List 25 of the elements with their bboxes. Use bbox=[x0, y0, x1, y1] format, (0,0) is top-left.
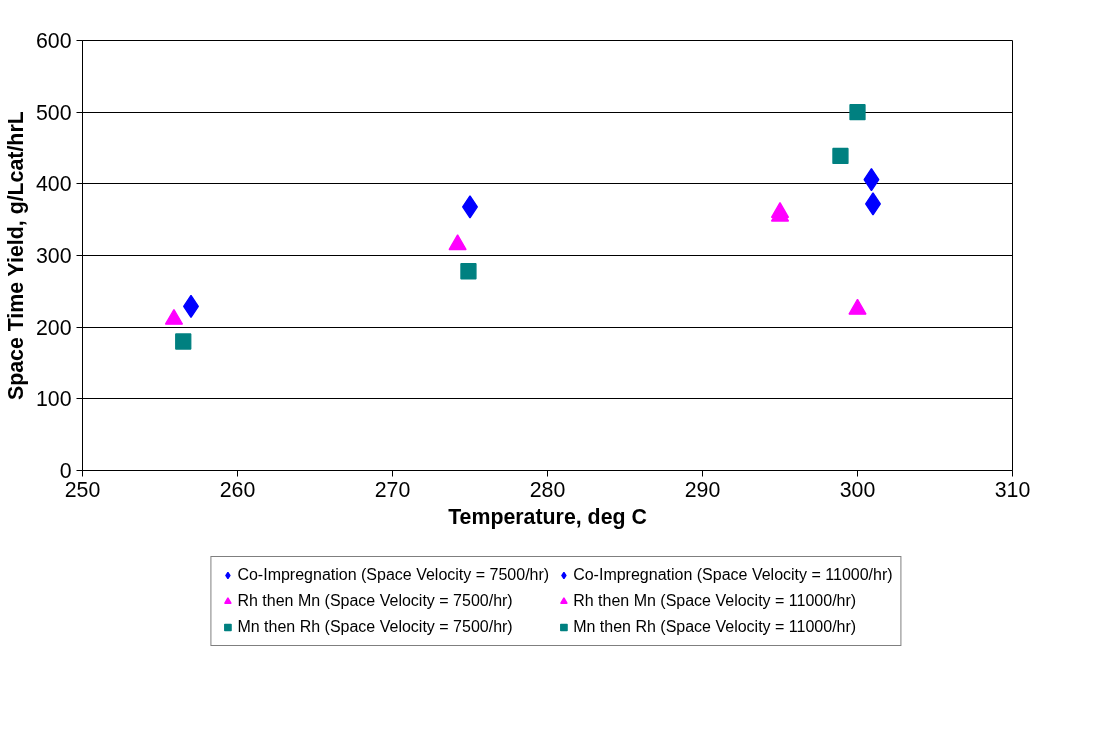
x-tick-label: 270 bbox=[374, 477, 411, 502]
point bbox=[460, 263, 477, 280]
y-tick-label: 100 bbox=[35, 387, 72, 412]
y-tick-label: 600 bbox=[35, 29, 72, 53]
point bbox=[849, 104, 866, 121]
legend-label: Mn then Rh (Space Velocity = 7500/hr) bbox=[237, 618, 513, 636]
legend-label: Mn then Rh (Space Velocity = 11000/hr) bbox=[573, 618, 857, 636]
y-tick-label: 400 bbox=[35, 172, 72, 197]
y-tick-label: 500 bbox=[35, 100, 72, 125]
legend-label: Rh then Mn (Space Velocity = 7500/hr) bbox=[237, 592, 513, 610]
legend-label: Co-Impregnation (Space Velocity = 7500/hr) bbox=[237, 566, 550, 584]
x-axis-title: Temperature, deg C bbox=[448, 504, 647, 529]
legend-label: Co-Impregnation (Space Velocity = 11000/hr) bbox=[573, 566, 893, 584]
x-tick-label: 300 bbox=[839, 477, 876, 502]
y-axis-title: Space Time Yield, g/Lcat/hrL bbox=[3, 111, 28, 401]
point bbox=[175, 333, 192, 350]
point bbox=[832, 147, 849, 165]
x-tick-label: 280 bbox=[529, 477, 566, 502]
y-tick-label: 200 bbox=[35, 315, 72, 340]
x-tick-label: 260 bbox=[219, 477, 256, 502]
x-tick-label: 310 bbox=[994, 477, 1031, 502]
y-tick-label: 300 bbox=[35, 244, 72, 268]
x-tick-label: 290 bbox=[684, 477, 721, 502]
point bbox=[448, 234, 467, 251]
legend-label: Rh then Mn (Space Velocity = 11000/hr) bbox=[573, 592, 857, 610]
